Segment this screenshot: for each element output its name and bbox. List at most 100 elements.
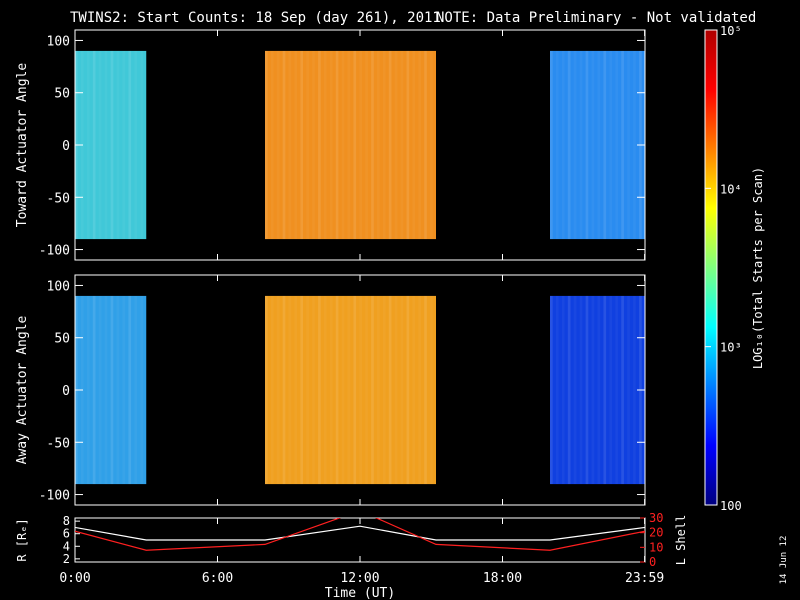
stripe xyxy=(306,295,309,485)
stripe xyxy=(382,295,386,485)
stripe xyxy=(359,295,362,485)
stripe xyxy=(633,50,636,240)
stripe xyxy=(555,295,559,485)
stripe xyxy=(140,295,143,485)
stripe xyxy=(353,50,357,240)
stripe xyxy=(359,50,362,240)
stripe xyxy=(555,50,559,240)
stripe xyxy=(134,295,138,485)
stripe xyxy=(128,50,132,240)
stripe xyxy=(388,50,392,240)
chart-title: TWINS2: Start Counts: 18 Sep (day 261), … xyxy=(70,10,441,26)
stripe xyxy=(382,50,386,240)
orbit-left-tick-label: 4 xyxy=(63,539,70,553)
stripe xyxy=(591,50,595,240)
stripe xyxy=(621,50,624,240)
stripe xyxy=(276,295,280,485)
stripe xyxy=(270,50,274,240)
x-tick-label: 0:00 xyxy=(59,571,90,586)
colorbar-gradient xyxy=(705,30,717,505)
series-r xyxy=(75,525,645,541)
data-block-0 xyxy=(75,50,147,240)
stripe xyxy=(400,295,404,485)
stripe xyxy=(86,50,90,240)
stripe xyxy=(603,50,607,240)
orbit-left-tick-label: 2 xyxy=(63,552,70,566)
stripe xyxy=(110,295,114,485)
stripe xyxy=(294,50,298,240)
stripe xyxy=(347,50,351,240)
stripe xyxy=(306,50,309,240)
toward-ylabel: Toward Actuator Angle xyxy=(15,63,30,228)
y-tick-label: -50 xyxy=(47,191,70,206)
stripe xyxy=(597,50,601,240)
x-tick-label: 18:00 xyxy=(483,571,522,586)
away-y-ticks: 100 50 0 -50 -100 xyxy=(39,279,645,504)
stripe xyxy=(104,50,108,240)
orbit-lines xyxy=(75,518,645,551)
chart-note: NOTE: Data Preliminary - Not validated xyxy=(436,10,756,26)
x-tick-label: 6:00 xyxy=(202,571,233,586)
stripe xyxy=(394,295,398,485)
stripe xyxy=(609,295,613,485)
stripe xyxy=(550,295,553,485)
stripe xyxy=(567,295,571,485)
stripe xyxy=(347,295,351,485)
stripe xyxy=(615,295,618,485)
stripe xyxy=(276,50,280,240)
y-tick-label: 100 xyxy=(47,34,70,49)
stripe xyxy=(98,50,102,240)
stripe xyxy=(388,295,392,485)
stripe xyxy=(579,50,583,240)
stripe xyxy=(430,50,433,240)
stripe xyxy=(365,50,368,240)
stripe xyxy=(335,295,339,485)
stripe xyxy=(116,295,120,485)
orbit-right-tick-label: 10 xyxy=(649,540,663,554)
stripe xyxy=(579,295,583,485)
stripe xyxy=(567,50,571,240)
away-ylabel: Away Actuator Angle xyxy=(15,315,30,464)
colorbar-tick-label: 10³ xyxy=(720,341,742,355)
stripe xyxy=(394,50,398,240)
stripe xyxy=(424,295,427,485)
stripe xyxy=(265,295,268,485)
stripe xyxy=(294,295,298,485)
stripe xyxy=(116,50,120,240)
stripe xyxy=(110,50,114,240)
data-block-2 xyxy=(550,50,645,240)
stripe xyxy=(318,50,321,240)
stripe xyxy=(633,295,636,485)
stripe xyxy=(323,50,327,240)
away-data-blocks xyxy=(75,295,645,485)
stripe xyxy=(591,295,595,485)
stripe xyxy=(573,50,577,240)
stripe xyxy=(550,50,553,240)
stripe xyxy=(597,295,601,485)
colorbar-label: LOG₁₀(Total Starts per Scan) xyxy=(751,167,765,369)
stripe xyxy=(335,50,339,240)
stripe xyxy=(270,295,274,485)
stripe xyxy=(140,50,143,240)
stripe xyxy=(134,50,138,240)
stripe xyxy=(265,50,268,240)
stripe xyxy=(412,295,416,485)
series-l-shell xyxy=(75,518,645,551)
stripe xyxy=(371,50,374,240)
data-block-1 xyxy=(265,50,436,240)
stripe xyxy=(282,50,286,240)
y-tick-label: -50 xyxy=(47,436,70,451)
orbit-right-tick-label: 20 xyxy=(649,526,663,540)
stripe xyxy=(406,295,410,485)
stripe xyxy=(323,295,327,485)
stripe xyxy=(318,295,321,485)
y-tick-label: 50 xyxy=(54,332,70,347)
toward-panel: 100 50 0 -50 -100 Toward Actuator Angle xyxy=(15,29,646,261)
stripe xyxy=(418,295,421,485)
stripe xyxy=(418,50,421,240)
stripe xyxy=(615,50,618,240)
stripe xyxy=(621,295,624,485)
